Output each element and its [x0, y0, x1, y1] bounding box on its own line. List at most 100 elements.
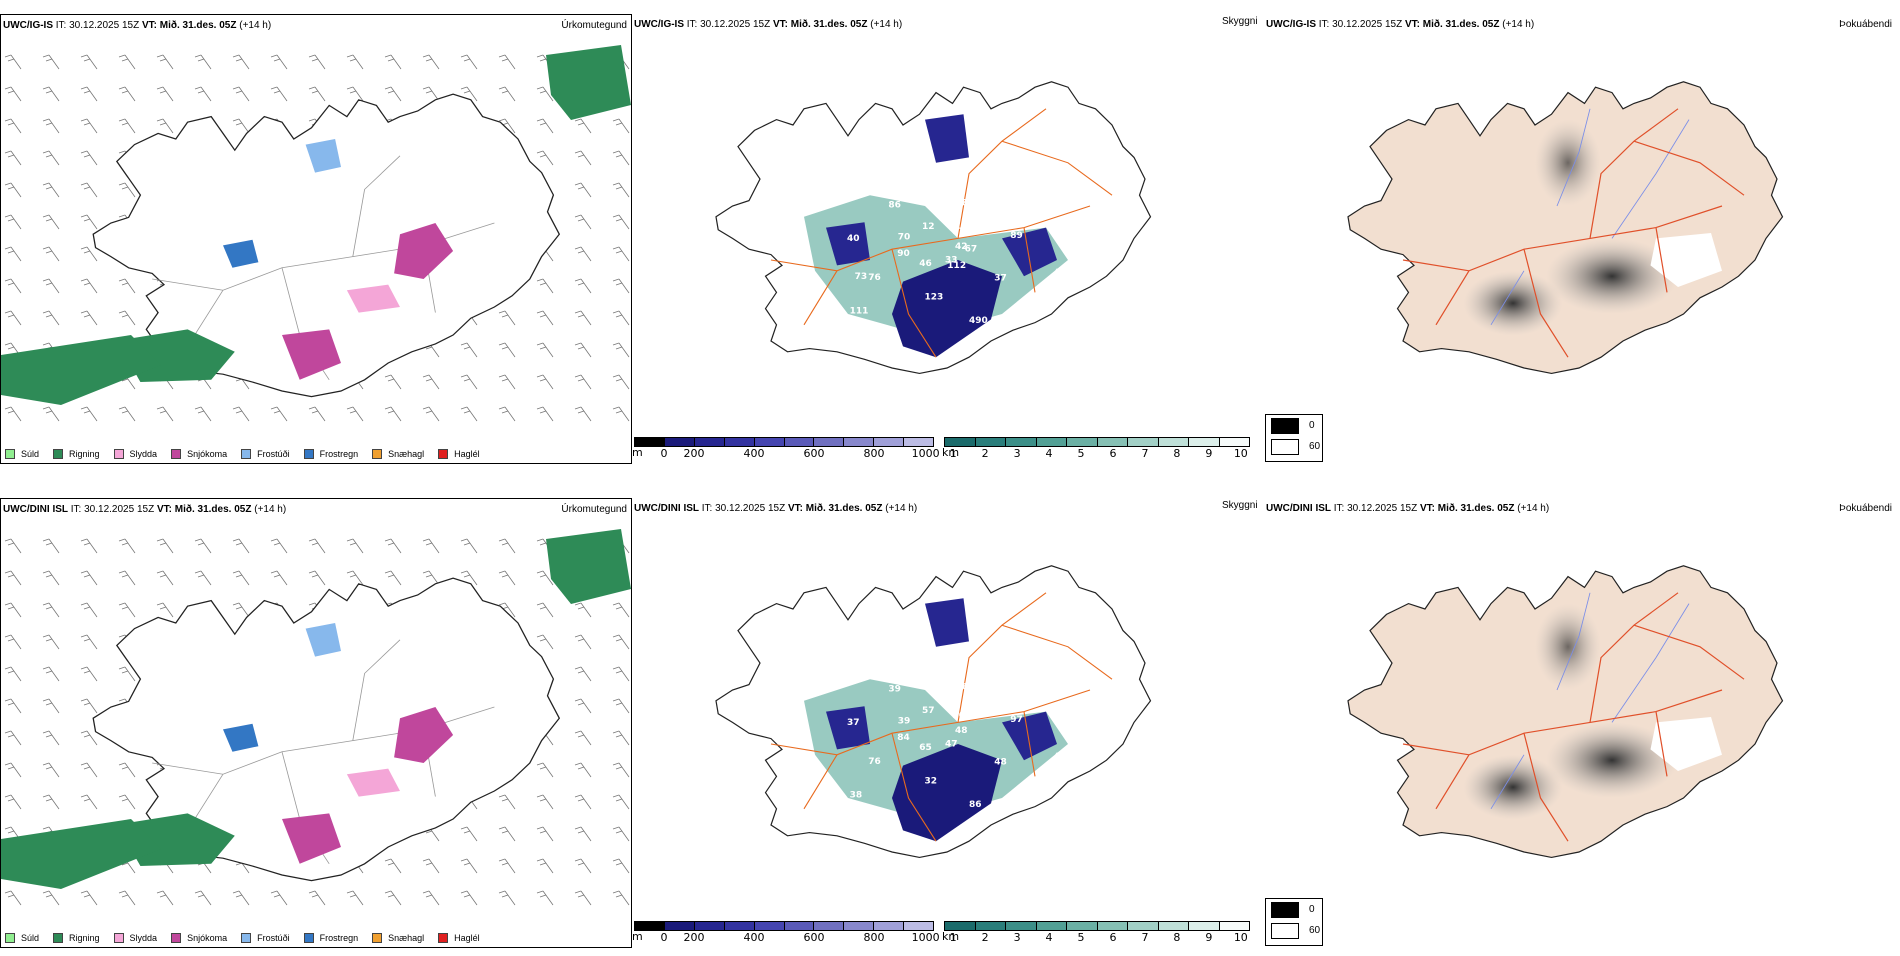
rivers: [1490, 592, 1690, 810]
wind-barb: [156, 538, 174, 554]
wind-barb: [80, 698, 98, 714]
model-name: UWC/DINI ISL: [3, 504, 68, 515]
wind-barb: [4, 730, 22, 746]
wind-barb: [80, 118, 98, 134]
wind-barb: [80, 634, 98, 650]
visibility-value-label: 42: [1054, 268, 1067, 278]
wind-barb: [118, 794, 136, 810]
precip-legend-item: Frostregn: [303, 933, 358, 943]
precip-legend-item: Snjókoma: [171, 933, 227, 943]
colorbar-cell: [1006, 922, 1037, 930]
wind-barb: [42, 246, 60, 262]
colorbar-tick-label: 7: [1141, 447, 1149, 460]
wind-barb: [574, 858, 592, 874]
wind-barb: [118, 538, 136, 554]
wind-barb: [42, 214, 60, 230]
fog-legend: 0 60: [1265, 414, 1323, 462]
wind-barb: [42, 794, 60, 810]
precip-swatch: [53, 933, 64, 943]
wind-barb: [118, 890, 136, 906]
precip-legend-item: Rigning: [53, 449, 100, 459]
wind-barb: [42, 602, 60, 618]
colorbar-tick-label: 1000: [911, 931, 940, 944]
visibility-m-colorbar: 0 200 400 600 800 1000: [634, 921, 940, 945]
precip-legend-label: Haglél: [454, 933, 480, 943]
precip-legend-item: Haglél: [438, 933, 480, 943]
visibility-value-label: 112: [947, 261, 966, 271]
teal-visibility-area: [804, 679, 1068, 820]
visibility-value-label: 97: [1010, 715, 1023, 725]
visibility-panel: UWC/IG-IS IT: 30.12.2025 15Z VT: Mið. 31…: [632, 14, 1264, 464]
vt-value: Mið. 31.des. 05Z: [790, 19, 868, 30]
wind-barb: [232, 86, 250, 102]
precip-legend-item: Súld: [5, 933, 39, 943]
row-0: UWC/IG-IS IT: 30.12.2025 15Z VT: Mið. 31…: [0, 12, 1900, 472]
precip-legend-label: Súld: [21, 449, 40, 459]
rain-area-offshore: [546, 529, 631, 604]
visibility-value-label: 86: [888, 200, 901, 210]
wind-barb: [308, 86, 326, 102]
visibility-value-label: 37: [952, 227, 965, 237]
wind-barb: [536, 634, 554, 650]
freezing-rain-area: [223, 723, 259, 752]
fog-legend: 0 60: [1265, 898, 1323, 946]
wind-barb: [498, 858, 516, 874]
wind-barb: [612, 374, 630, 390]
it-value: 30.12.2025 15Z: [715, 503, 786, 514]
wind-barb: [460, 406, 478, 422]
wind-barb: [498, 406, 516, 422]
lead-time: (+14 h): [1517, 503, 1550, 514]
precip-swatch: [303, 933, 314, 943]
colorbar-cell: [1158, 922, 1189, 930]
wind-barb: [498, 310, 516, 326]
colorbar-cell: [945, 922, 976, 930]
colorbar-cell: [1097, 922, 1128, 930]
wind-barb: [4, 538, 22, 554]
panel-title: Skyggni: [1222, 16, 1258, 27]
visibility-value-label: 70: [898, 233, 911, 243]
wind-barb: [42, 538, 60, 554]
wind-barb: [346, 570, 364, 586]
precip-swatch: [241, 449, 252, 459]
colorbar-cell: [844, 438, 875, 446]
wind-barb: [4, 86, 22, 102]
wind-barb: [422, 374, 440, 390]
it-value: 30.12.2025 15Z: [1332, 19, 1403, 30]
colorbar-tick-label: 6: [1109, 447, 1117, 460]
colorbar-tick-label: 0: [660, 447, 668, 460]
fog-map: [1347, 565, 1784, 859]
precip-legend-label: Rigning: [69, 933, 100, 943]
wind-barb: [4, 794, 22, 810]
wind-barb: [460, 538, 478, 554]
wind-barb: [384, 406, 402, 422]
wind-barb: [612, 310, 630, 326]
wind-barb: [574, 730, 592, 746]
colorbar-tick-label: 8: [1173, 931, 1181, 944]
precip-swatch: [171, 933, 182, 943]
wind-barb: [536, 150, 554, 166]
precip-map: [1, 45, 631, 422]
wind-barb: [422, 890, 440, 906]
wind-barb: [4, 150, 22, 166]
wind-barb: [574, 278, 592, 294]
precip-legend-item: Rigning: [53, 933, 100, 943]
wind-barb: [118, 406, 136, 422]
colorbar-tick-label: 1000: [911, 447, 940, 460]
wind-barb: [384, 570, 402, 586]
fog-dark-area-w: [1463, 754, 1563, 820]
wind-barb: [536, 406, 554, 422]
visibility-value-label: 16: [955, 163, 968, 173]
wind-barb: [460, 374, 478, 390]
colorbar-tick-label: 9: [1205, 447, 1213, 460]
wind-barb: [4, 666, 22, 682]
vt-label: VT:: [787, 503, 803, 514]
colorbar-tick-label: 3: [1013, 447, 1021, 460]
wind-barb: [194, 406, 212, 422]
vt-label: VT:: [1419, 503, 1435, 514]
visibility-value-label: 89: [1010, 231, 1023, 241]
wind-barb: [612, 634, 630, 650]
precip-legend: Súld Rigning Slydda Snjókoma Frostúði Frostre…: [5, 933, 494, 943]
wind-barb: [498, 342, 516, 358]
colorbar-tick-label: 2: [981, 931, 989, 944]
colorbar-cell: [1067, 438, 1098, 446]
